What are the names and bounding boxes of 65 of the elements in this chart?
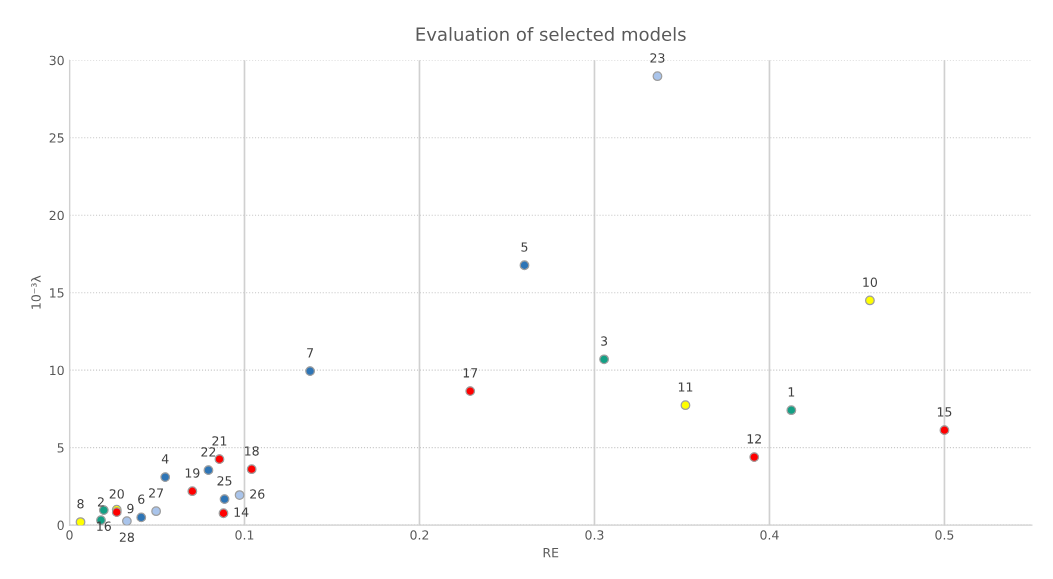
point bbox=[214, 454, 225, 465]
x-tick-label: 0 bbox=[66, 530, 73, 540]
annotation: 7 bbox=[307, 348, 314, 358]
point bbox=[98, 505, 109, 516]
y-tick-label: 30 bbox=[49, 55, 64, 66]
annotation: 16 bbox=[97, 521, 111, 531]
annotation: 9 bbox=[127, 503, 134, 514]
annotation: 4 bbox=[161, 454, 169, 464]
annotation: 22 bbox=[201, 447, 216, 457]
annotation: 11 bbox=[678, 382, 693, 392]
x-tick-label: 0.4 bbox=[760, 530, 779, 540]
point bbox=[219, 494, 230, 505]
x-tick-label: 0.1 bbox=[235, 530, 254, 540]
y-tick-label: 0 bbox=[57, 520, 64, 531]
annotation: 15 bbox=[937, 407, 952, 417]
annotation: 17 bbox=[463, 368, 478, 378]
point bbox=[519, 260, 530, 271]
point bbox=[218, 508, 229, 519]
y-tick-label: 20 bbox=[49, 210, 64, 221]
y-axis-title: 10⁻³λ bbox=[31, 275, 41, 309]
point bbox=[305, 366, 316, 377]
annotation: 25 bbox=[217, 476, 232, 486]
annotation: 18 bbox=[245, 446, 259, 456]
point bbox=[652, 71, 663, 82]
x-axis-title: RE bbox=[543, 548, 559, 558]
y-tick-label: 25 bbox=[49, 133, 64, 143]
point bbox=[75, 517, 86, 526]
annotation: 23 bbox=[650, 53, 665, 63]
point bbox=[151, 506, 162, 517]
point bbox=[939, 425, 950, 436]
y-tick-label: 15 bbox=[50, 288, 64, 298]
annotation: 26 bbox=[250, 489, 265, 499]
annotation: 27 bbox=[149, 488, 163, 498]
annotation: 3 bbox=[601, 336, 608, 346]
annotation: 6 bbox=[138, 494, 145, 504]
point bbox=[786, 405, 797, 416]
point bbox=[234, 490, 245, 500]
point bbox=[864, 295, 875, 306]
point bbox=[121, 516, 132, 526]
annotation: 5 bbox=[521, 242, 528, 252]
annotation: 20 bbox=[109, 489, 124, 499]
point bbox=[136, 512, 147, 523]
x-tick-label: 0.3 bbox=[585, 530, 604, 540]
x-tick-label: 0.5 bbox=[935, 530, 954, 540]
point bbox=[246, 464, 257, 475]
annotation: 28 bbox=[119, 532, 134, 542]
point bbox=[160, 472, 171, 483]
point bbox=[187, 486, 198, 497]
chart-title: Evaluation of selected models bbox=[416, 27, 686, 42]
point bbox=[680, 400, 691, 411]
annotation: 10 bbox=[863, 277, 878, 287]
point bbox=[465, 386, 476, 397]
y-tick-label: 10 bbox=[50, 365, 64, 376]
y-tick-label: 5 bbox=[57, 443, 64, 453]
annotation: 12 bbox=[747, 434, 761, 444]
point bbox=[599, 354, 609, 365]
point bbox=[203, 465, 214, 476]
annotation: 2 bbox=[97, 497, 104, 507]
point bbox=[749, 452, 760, 463]
annotation: 21 bbox=[212, 436, 227, 446]
annotation: 14 bbox=[234, 507, 249, 517]
annotation: 1 bbox=[788, 387, 795, 397]
x-tick-label: 0.2 bbox=[410, 530, 429, 540]
annotation: 19 bbox=[185, 468, 200, 478]
annotation: 8 bbox=[77, 499, 84, 509]
